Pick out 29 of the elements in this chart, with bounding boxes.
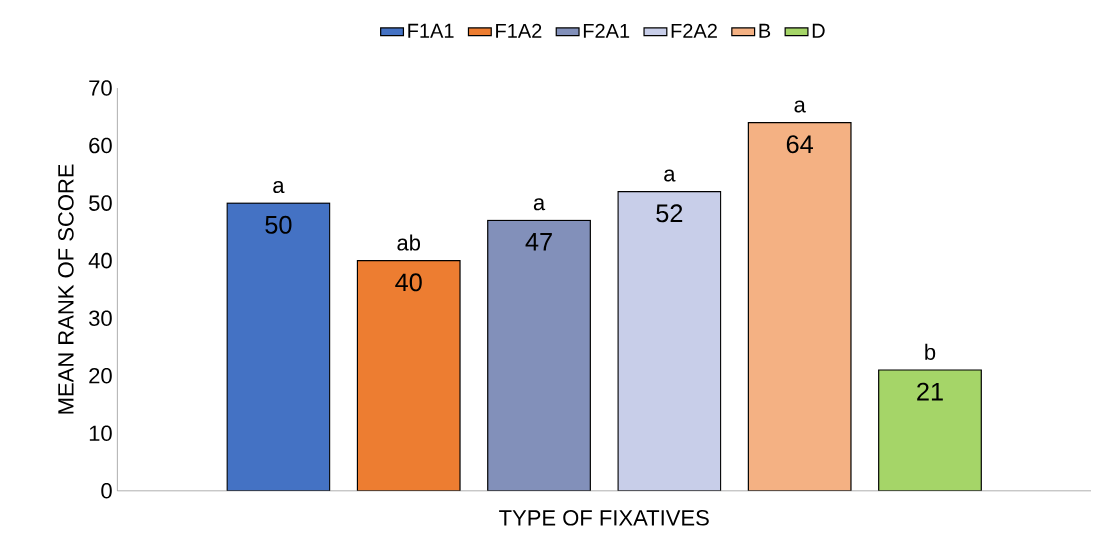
- data-label: 40: [395, 273, 422, 292]
- data-label: 64: [786, 135, 814, 154]
- annotation: a: [273, 181, 285, 194]
- data-label: 52: [656, 204, 683, 223]
- legend-label: B: [759, 24, 771, 38]
- legend-label: F1A2: [496, 24, 542, 38]
- y-tick-label: 0: [101, 483, 112, 499]
- legend-label: F2A2: [671, 24, 717, 38]
- y-axis-title: MEAN RANK OF SCORE: [58, 164, 74, 414]
- data-label: 47: [525, 233, 552, 251]
- annotation: a: [533, 198, 546, 211]
- legend-label: F1A1: [408, 24, 454, 38]
- annotation: a: [794, 100, 806, 113]
- legend-label: F2A1: [583, 24, 630, 38]
- x-axis-title: TYPE OF FIXATIVES: [499, 510, 709, 526]
- annotation: ab: [397, 234, 421, 251]
- y-tick-label: 20: [89, 368, 112, 384]
- annotation: b: [925, 344, 936, 361]
- annotation: a: [664, 169, 676, 182]
- data-label: 21: [917, 382, 943, 401]
- y-tick-label: 70: [89, 80, 112, 97]
- y-tick-label: 60: [89, 138, 112, 154]
- y-tick-label: 10: [89, 425, 112, 442]
- y-tick-label: 30: [89, 310, 112, 327]
- data-label: 50: [265, 216, 292, 235]
- bar: [226, 202, 331, 492]
- legend-label: D: [812, 24, 825, 38]
- y-tick-label: 40: [88, 253, 112, 269]
- y-tick-label: 50: [89, 195, 112, 212]
